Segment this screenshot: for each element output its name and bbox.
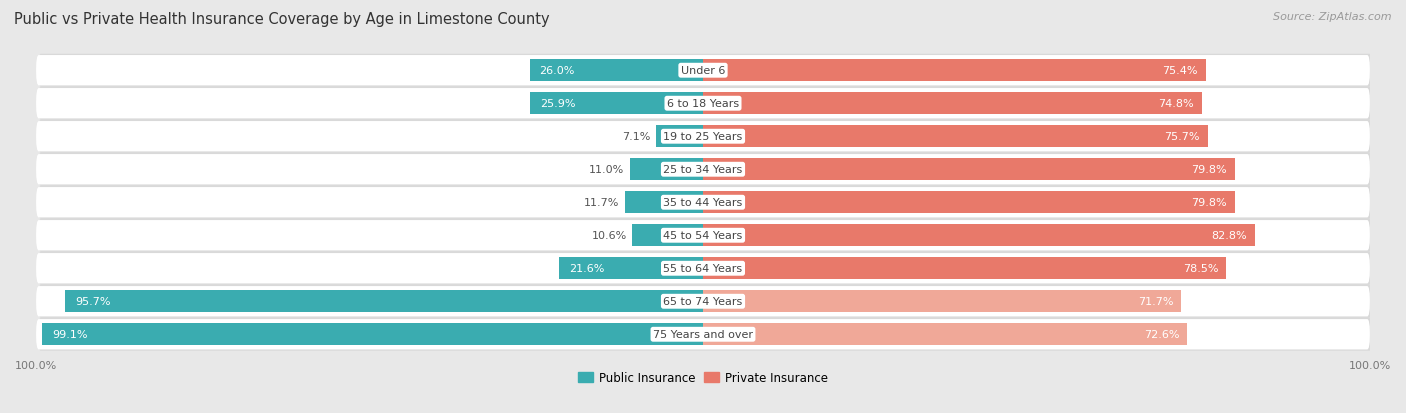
- Legend: Public Insurance, Private Insurance: Public Insurance, Private Insurance: [574, 366, 832, 389]
- Bar: [626, 192, 703, 214]
- Bar: [530, 60, 703, 82]
- Text: 75.4%: 75.4%: [1163, 66, 1198, 76]
- Bar: [530, 93, 703, 115]
- FancyBboxPatch shape: [38, 252, 1372, 285]
- FancyBboxPatch shape: [37, 286, 1369, 317]
- FancyBboxPatch shape: [37, 221, 1369, 251]
- Text: 35 to 44 Years: 35 to 44 Years: [664, 198, 742, 208]
- Bar: [703, 126, 1208, 148]
- FancyBboxPatch shape: [37, 56, 1369, 86]
- FancyBboxPatch shape: [38, 121, 1372, 153]
- Text: Public vs Private Health Insurance Coverage by Age in Limestone County: Public vs Private Health Insurance Cover…: [14, 12, 550, 27]
- FancyBboxPatch shape: [38, 153, 1372, 186]
- Text: 26.0%: 26.0%: [540, 66, 575, 76]
- Text: 71.7%: 71.7%: [1137, 297, 1173, 306]
- FancyBboxPatch shape: [37, 89, 1369, 119]
- Text: 79.8%: 79.8%: [1191, 165, 1227, 175]
- Text: 99.1%: 99.1%: [52, 330, 87, 339]
- Text: 19 to 25 Years: 19 to 25 Years: [664, 132, 742, 142]
- Text: Source: ZipAtlas.com: Source: ZipAtlas.com: [1274, 12, 1392, 22]
- Text: 72.6%: 72.6%: [1143, 330, 1180, 339]
- Text: 25.9%: 25.9%: [540, 99, 576, 109]
- FancyBboxPatch shape: [38, 318, 1372, 351]
- Text: 75 Years and over: 75 Years and over: [652, 330, 754, 339]
- FancyBboxPatch shape: [37, 319, 1369, 349]
- Text: 45 to 54 Years: 45 to 54 Years: [664, 231, 742, 241]
- Text: 82.8%: 82.8%: [1212, 231, 1247, 241]
- FancyBboxPatch shape: [38, 88, 1372, 121]
- FancyBboxPatch shape: [37, 254, 1369, 284]
- Bar: [633, 225, 703, 247]
- Text: 11.0%: 11.0%: [589, 165, 624, 175]
- FancyBboxPatch shape: [38, 285, 1372, 318]
- Bar: [703, 93, 1202, 115]
- Bar: [703, 192, 1234, 214]
- Text: 6 to 18 Years: 6 to 18 Years: [666, 99, 740, 109]
- Bar: [703, 225, 1256, 247]
- Text: 65 to 74 Years: 65 to 74 Years: [664, 297, 742, 306]
- FancyBboxPatch shape: [38, 219, 1372, 252]
- Bar: [703, 290, 1181, 313]
- Bar: [703, 257, 1226, 280]
- Bar: [703, 159, 1234, 181]
- Text: 74.8%: 74.8%: [1159, 99, 1194, 109]
- Bar: [703, 323, 1187, 346]
- Text: 78.5%: 78.5%: [1182, 263, 1219, 273]
- Text: 21.6%: 21.6%: [569, 263, 605, 273]
- FancyBboxPatch shape: [37, 188, 1369, 218]
- FancyBboxPatch shape: [38, 55, 1372, 88]
- Text: 75.7%: 75.7%: [1164, 132, 1199, 142]
- Text: 25 to 34 Years: 25 to 34 Years: [664, 165, 742, 175]
- Bar: [630, 159, 703, 181]
- Text: Under 6: Under 6: [681, 66, 725, 76]
- Text: 95.7%: 95.7%: [75, 297, 110, 306]
- FancyBboxPatch shape: [37, 122, 1369, 152]
- Bar: [65, 290, 703, 313]
- Text: 7.1%: 7.1%: [621, 132, 651, 142]
- Bar: [655, 126, 703, 148]
- Bar: [560, 257, 703, 280]
- Bar: [703, 60, 1206, 82]
- Text: 10.6%: 10.6%: [592, 231, 627, 241]
- Text: 11.7%: 11.7%: [585, 198, 620, 208]
- Bar: [42, 323, 703, 346]
- Text: 79.8%: 79.8%: [1191, 198, 1227, 208]
- Text: 55 to 64 Years: 55 to 64 Years: [664, 263, 742, 273]
- FancyBboxPatch shape: [38, 186, 1372, 219]
- FancyBboxPatch shape: [37, 155, 1369, 185]
